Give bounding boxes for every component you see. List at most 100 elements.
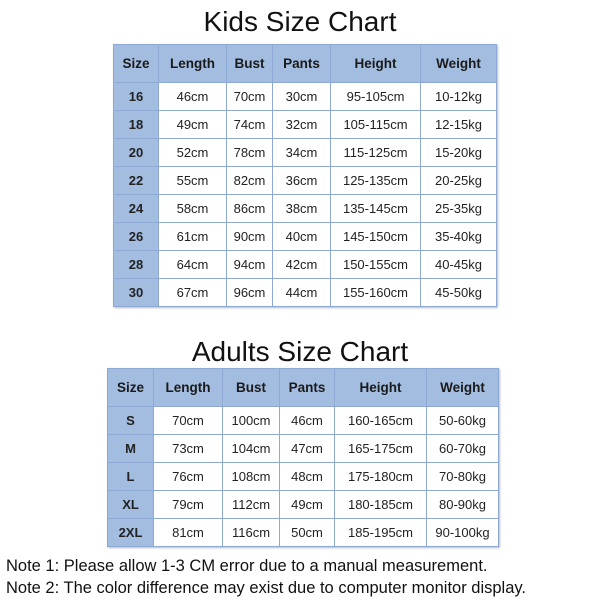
table-cell: 70cm	[153, 406, 223, 435]
table-cell: 55cm	[158, 166, 227, 195]
table-cell: 82cm	[226, 166, 273, 195]
table-cell: 150-155cm	[330, 250, 421, 279]
size-cell: 30	[113, 278, 159, 307]
table-row: 28 64cm 94cm 42cm 150-155cm 40-45kg	[113, 250, 497, 279]
size-cell: 24	[113, 194, 159, 223]
table-cell: 49cm	[158, 110, 227, 139]
table-cell: 135-145cm	[330, 194, 421, 223]
kids-title: Kids Size Chart	[203, 6, 397, 37]
column-header: Bust	[222, 368, 280, 407]
table-row: 20 52cm 78cm 34cm 115-125cm 15-20kg	[113, 138, 497, 167]
table-cell: 112cm	[222, 490, 280, 519]
table-cell: 30cm	[272, 82, 331, 111]
column-header: Height	[330, 44, 421, 83]
table-cell: 155-160cm	[330, 278, 421, 307]
table-cell: 94cm	[226, 250, 273, 279]
size-cell: 20	[113, 138, 159, 167]
size-cell: 2XL	[107, 518, 154, 547]
size-cell: 28	[113, 250, 159, 279]
table-cell: 46cm	[279, 406, 335, 435]
table-cell: 165-175cm	[334, 434, 427, 463]
table-cell: 180-185cm	[334, 490, 427, 519]
column-header: Length	[158, 44, 227, 83]
table-cell: 64cm	[158, 250, 227, 279]
table-cell: 46cm	[158, 82, 227, 111]
table-row: 2XL 81cm 116cm 50cm 185-195cm 90-100kg	[107, 518, 499, 547]
table-cell: 105-115cm	[330, 110, 421, 139]
table-cell: 12-15kg	[420, 110, 497, 139]
table-row: 26 61cm 90cm 40cm 145-150cm 35-40kg	[113, 222, 497, 251]
table-cell: 50cm	[279, 518, 335, 547]
table-cell: 90cm	[226, 222, 273, 251]
table-cell: 95-105cm	[330, 82, 421, 111]
table-cell: 175-180cm	[334, 462, 427, 491]
table-cell: 32cm	[272, 110, 331, 139]
table-row: 22 55cm 82cm 36cm 125-135cm 20-25kg	[113, 166, 497, 195]
table-cell: 100cm	[222, 406, 280, 435]
table-cell: 15-20kg	[420, 138, 497, 167]
table-cell: 60-70kg	[426, 434, 499, 463]
table-cell: 42cm	[272, 250, 331, 279]
table-cell: 70cm	[226, 82, 273, 111]
size-cell: 22	[113, 166, 159, 195]
table-cell: 96cm	[226, 278, 273, 307]
table-cell: 104cm	[222, 434, 280, 463]
note-1: Note 1: Please allow 1-3 CM error due to…	[6, 557, 488, 575]
table-cell: 25-35kg	[420, 194, 497, 223]
table-cell: 160-165cm	[334, 406, 427, 435]
table-cell: 40cm	[272, 222, 331, 251]
table-cell: 73cm	[153, 434, 223, 463]
table-row: 16 46cm 70cm 30cm 95-105cm 10-12kg	[113, 82, 497, 111]
table-cell: 81cm	[153, 518, 223, 547]
table-cell: 36cm	[272, 166, 331, 195]
size-cell: XL	[107, 490, 154, 519]
column-header: Size	[113, 44, 159, 83]
table-cell: 86cm	[226, 194, 273, 223]
column-header: Bust	[226, 44, 273, 83]
table-cell: 108cm	[222, 462, 280, 491]
table-cell: 58cm	[158, 194, 227, 223]
table-row: S 70cm 100cm 46cm 160-165cm 50-60kg	[107, 406, 499, 435]
column-header: Length	[153, 368, 223, 407]
column-header: Weight	[420, 44, 497, 83]
table-cell: 10-12kg	[420, 82, 497, 111]
size-cell: L	[107, 462, 154, 491]
size-cell: S	[107, 406, 154, 435]
table-cell: 35-40kg	[420, 222, 497, 251]
table-cell: 34cm	[272, 138, 331, 167]
table-row: 18 49cm 74cm 32cm 105-115cm 12-15kg	[113, 110, 497, 139]
table-cell: 38cm	[272, 194, 331, 223]
table-cell: 70-80kg	[426, 462, 499, 491]
table-cell: 78cm	[226, 138, 273, 167]
table-cell: 115-125cm	[330, 138, 421, 167]
table-cell: 76cm	[153, 462, 223, 491]
column-header: Weight	[426, 368, 499, 407]
table-cell: 44cm	[272, 278, 331, 307]
size-cell: 26	[113, 222, 159, 251]
table-cell: 80-90kg	[426, 490, 499, 519]
table-cell: 52cm	[158, 138, 227, 167]
header-row: Size Length Bust Pants Height Weight	[113, 44, 497, 83]
table-row: M 73cm 104cm 47cm 165-175cm 60-70kg	[107, 434, 499, 463]
column-header: Pants	[279, 368, 335, 407]
table-row: 24 58cm 86cm 38cm 135-145cm 25-35kg	[113, 194, 497, 223]
table-cell: 49cm	[279, 490, 335, 519]
column-header: Size	[107, 368, 154, 407]
table-cell: 125-135cm	[330, 166, 421, 195]
column-header: Height	[334, 368, 427, 407]
table-row: L 76cm 108cm 48cm 175-180cm 70-80kg	[107, 462, 499, 491]
table-cell: 20-25kg	[420, 166, 497, 195]
note-2: Note 2: The color difference may exist d…	[6, 579, 527, 597]
table-cell: 47cm	[279, 434, 335, 463]
size-cell: 18	[113, 110, 159, 139]
table-cell: 145-150cm	[330, 222, 421, 251]
table-cell: 61cm	[158, 222, 227, 251]
table-cell: 79cm	[153, 490, 223, 519]
table-cell: 45-50kg	[420, 278, 497, 307]
column-header: Pants	[272, 44, 331, 83]
table-cell: 50-60kg	[426, 406, 499, 435]
table-cell: 90-100kg	[426, 518, 499, 547]
size-cell: 16	[113, 82, 159, 111]
table-cell: 116cm	[222, 518, 280, 547]
table-row: XL 79cm 112cm 49cm 180-185cm 80-90kg	[107, 490, 499, 519]
